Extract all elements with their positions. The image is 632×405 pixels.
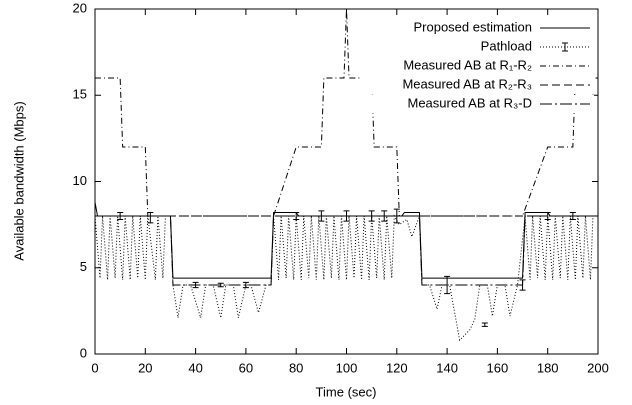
y-tick-label: 20	[73, 0, 87, 15]
error-bar	[147, 212, 154, 224]
error-bar	[544, 212, 551, 220]
legend-label: Measured AB at R₃-D	[407, 95, 532, 110]
x-tick-label: 120	[386, 360, 408, 375]
x-axis-label: Time (sec)	[316, 384, 377, 399]
legend-label: Pathload	[481, 38, 532, 53]
legend-bg	[362, 57, 594, 75]
legend-label: Measured AB at R₂-R₃	[402, 76, 532, 91]
legend-bg	[362, 95, 594, 113]
x-tick-label: 200	[587, 360, 609, 375]
x-tick-label: 40	[188, 360, 202, 375]
x-tick-label: 0	[91, 360, 98, 375]
x-tick-label: 80	[289, 360, 303, 375]
error-bar	[318, 210, 325, 222]
series-line	[95, 8, 598, 217]
y-tick-label: 10	[73, 173, 87, 188]
error-bar	[481, 322, 488, 327]
error-bar	[217, 282, 224, 288]
legend-errorbar	[562, 42, 568, 52]
error-bar	[242, 281, 249, 289]
legend-bg	[362, 19, 594, 37]
legend-label: Measured AB at R₁-R₂	[403, 57, 532, 72]
x-tick-label: 180	[537, 360, 559, 375]
x-tick-label: 160	[487, 360, 509, 375]
y-tick-label: 15	[73, 87, 87, 102]
x-tick-label: 60	[239, 360, 253, 375]
error-bar	[293, 212, 300, 220]
x-tick-label: 20	[138, 360, 152, 375]
x-tick-label: 140	[436, 360, 458, 375]
legend-bg	[362, 38, 594, 56]
legend-bg	[362, 76, 594, 94]
y-axis-label: Available bandwidth (Mbps)	[11, 101, 26, 260]
series-line	[95, 215, 598, 286]
y-tick-label: 5	[80, 259, 87, 274]
x-tick-label: 100	[336, 360, 358, 375]
legend-label: Proposed estimation	[413, 19, 532, 34]
y-tick-label: 0	[80, 345, 87, 360]
